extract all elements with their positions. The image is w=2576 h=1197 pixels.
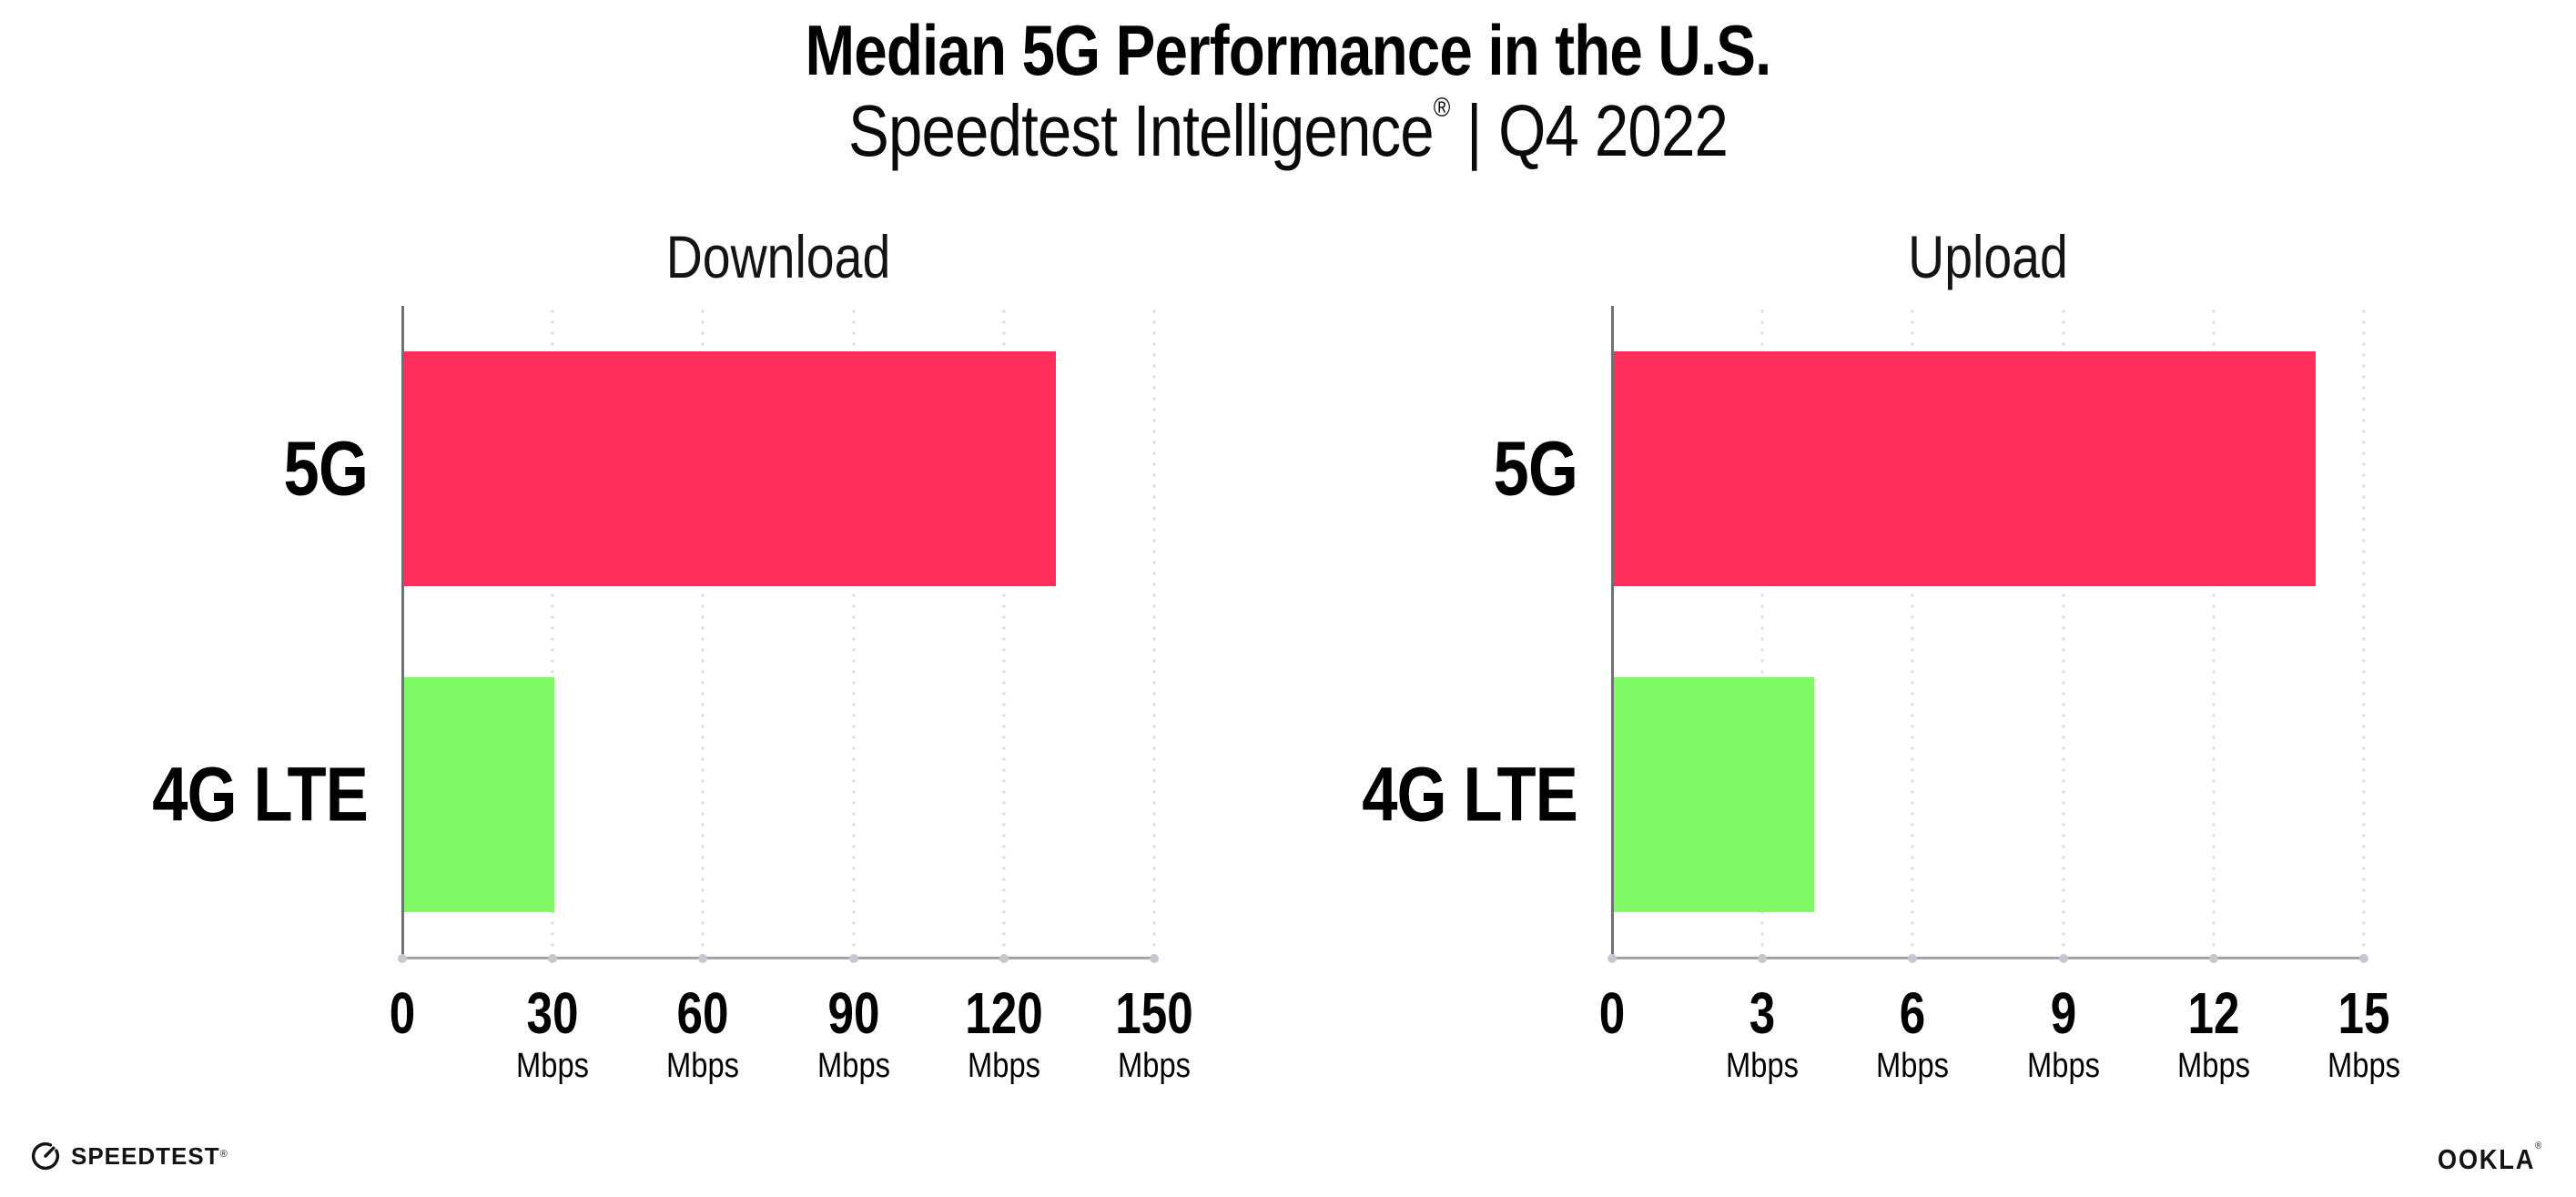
x-tick-label-6: 6 xyxy=(1900,980,1926,1046)
gridline-9 xyxy=(2061,306,2065,959)
x-tick-label-30: 30 xyxy=(526,980,579,1046)
chart-title-download: Download xyxy=(665,223,891,290)
x-axis-tick-dot-90 xyxy=(848,954,858,963)
gridline-150 xyxy=(1152,306,1156,959)
y-axis-line xyxy=(401,306,404,959)
x-axis-tick-dot-150 xyxy=(1150,954,1159,963)
x-tick-unit-6: Mbps xyxy=(1876,1047,1950,1085)
gridline-3 xyxy=(1760,306,1765,959)
gridline-90 xyxy=(851,306,856,959)
x-tick-unit-3: Mbps xyxy=(1726,1047,1800,1085)
subtitle-separator: | xyxy=(1465,90,1482,171)
ookla-logo: OOKLA® xyxy=(2437,1141,2543,1176)
x-axis-tick-dot-9 xyxy=(2058,954,2068,963)
x-tick-unit-12: Mbps xyxy=(2176,1047,2250,1085)
speedometer-gauge-icon xyxy=(31,1141,60,1171)
x-axis-tick-dot-30 xyxy=(548,954,558,963)
page-title: Median 5G Performance in the U.S. xyxy=(805,10,1772,90)
category-label-5g: 5G xyxy=(283,425,369,512)
x-tick-label-0: 0 xyxy=(389,980,416,1046)
x-tick-label-0: 0 xyxy=(1598,980,1626,1046)
x-tick-unit-9: Mbps xyxy=(2026,1047,2100,1085)
gridline-15 xyxy=(2362,306,2366,959)
subtitle-brand: Speedtest Intelligence xyxy=(847,90,1435,171)
x-axis-tick-dot-12 xyxy=(2208,954,2218,963)
category-label-4g-lte: 4G LTE xyxy=(152,751,369,837)
gridline-6 xyxy=(1911,306,1915,959)
category-label-5g: 5G xyxy=(1493,425,1578,512)
gridline-120 xyxy=(1001,306,1006,959)
x-axis-tick-dot-6 xyxy=(1908,954,1918,963)
category-label-4g-lte: 4G LTE xyxy=(1362,751,1578,837)
x-tick-label-120: 120 xyxy=(965,980,1043,1046)
x-tick-label-12: 12 xyxy=(2187,980,2240,1046)
bar-5g-upload xyxy=(1614,351,2316,586)
x-tick-label-9: 9 xyxy=(2050,980,2076,1046)
x-axis-line xyxy=(1611,957,2365,959)
speedtest-trademark-symbol: ® xyxy=(219,1149,228,1160)
x-axis-tick-dot-60 xyxy=(698,954,708,963)
x-tick-label-3: 3 xyxy=(1749,980,1776,1046)
x-axis-tick-dot-0 xyxy=(1607,954,1617,963)
x-tick-unit-15: Mbps xyxy=(2328,1047,2400,1085)
x-tick-label-60: 60 xyxy=(676,980,729,1046)
x-tick-unit-90: Mbps xyxy=(816,1047,890,1085)
ookla-wordmark: OOKLA xyxy=(2437,1143,2536,1175)
gridline-12 xyxy=(2211,306,2216,959)
x-tick-unit-60: Mbps xyxy=(666,1047,740,1085)
speedtest-logo: SPEEDTEST® xyxy=(31,1141,228,1172)
bar-4g-lte-upload xyxy=(1614,677,1815,912)
y-axis-line xyxy=(1611,306,1614,959)
page-subtitle: Speedtest Intelligence® | Q4 2022 xyxy=(847,89,1729,173)
x-tick-label-15: 15 xyxy=(2338,980,2390,1046)
x-axis-tick-dot-3 xyxy=(1758,954,1768,963)
x-axis-line xyxy=(401,957,1155,959)
bar-4g-lte-download xyxy=(404,677,555,912)
x-tick-label-90: 90 xyxy=(827,980,880,1046)
bar-5g-download xyxy=(404,351,1056,586)
x-tick-label-150: 150 xyxy=(1115,980,1193,1046)
chart-title-upload: Upload xyxy=(1908,223,2068,290)
gridline-30 xyxy=(551,306,555,959)
x-tick-unit-30: Mbps xyxy=(516,1047,590,1085)
x-axis-tick-dot-0 xyxy=(398,954,407,963)
speedtest-wordmark: SPEEDTEST® xyxy=(71,1142,228,1170)
x-axis-tick-dot-15 xyxy=(2359,954,2368,963)
subtitle-period: Q4 2022 xyxy=(1498,90,1729,171)
ookla-trademark-symbol: ® xyxy=(2535,1141,2543,1151)
x-tick-unit-150: Mbps xyxy=(1118,1047,1191,1085)
x-tick-unit-120: Mbps xyxy=(967,1047,1040,1085)
registered-trademark-symbol: ® xyxy=(1433,93,1451,123)
x-axis-tick-dot-120 xyxy=(999,954,1009,963)
gridline-60 xyxy=(701,306,705,959)
